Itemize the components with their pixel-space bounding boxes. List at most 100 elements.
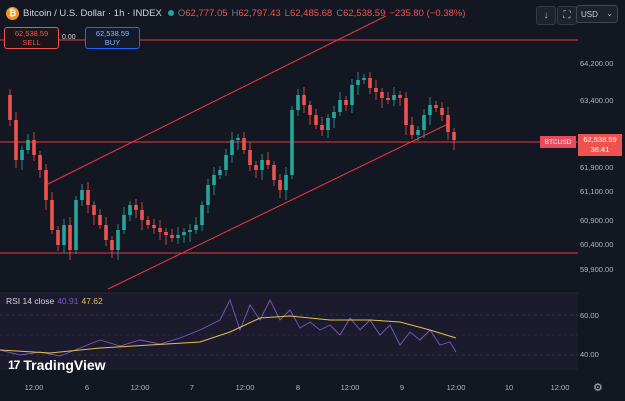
candle-body [164, 232, 168, 235]
candle-body [26, 140, 30, 150]
candle-body [110, 240, 114, 250]
candle-body [434, 105, 438, 108]
rsi-legend[interactable]: RSI 14 close 40.91 47.62 [6, 296, 103, 306]
price-axis-label: 64,200.00 [580, 59, 614, 68]
candle-body [152, 225, 156, 228]
candle-body [254, 165, 258, 170]
time-axis-label: 12:00 [446, 383, 466, 392]
candle-body [320, 125, 324, 130]
low-value: 62,485.68 [289, 7, 333, 19]
candle-body [182, 232, 186, 235]
candle-body [230, 140, 234, 155]
sell-button[interactable]: 62,538.59 SELL [4, 27, 59, 49]
candle-body [212, 175, 216, 185]
rsi-line [0, 298, 457, 357]
candle-body [86, 190, 90, 205]
candle-body [74, 200, 78, 250]
symbol-title[interactable]: Bitcoin / U.S. Dollar · 1h · INDEX [23, 7, 162, 19]
candle-body [50, 200, 54, 230]
candle-body [20, 150, 24, 160]
candle-body [284, 175, 288, 190]
candle-body [272, 165, 276, 180]
candle-body [128, 205, 132, 215]
rsi-ma-line [0, 315, 457, 354]
candle-body [176, 235, 180, 238]
rsi-pane-bg [0, 294, 578, 370]
time-axis-label: 9 [399, 383, 405, 392]
candle-body [104, 225, 108, 240]
candle-body [422, 115, 426, 130]
market-status-dot-icon [167, 10, 174, 16]
tradingview-icon: 17 [8, 358, 20, 372]
price-axis-label: 59,900.00 [580, 265, 614, 274]
currency-value: USD [581, 9, 598, 19]
candle-body [446, 115, 450, 132]
candle-body [260, 160, 264, 170]
high-label: H [231, 7, 239, 19]
time-axis-label: 7 [189, 383, 195, 392]
candle-body [302, 95, 306, 105]
rsi-ma-value: 47.62 [81, 296, 103, 306]
candle-body [398, 95, 402, 98]
currency-select[interactable]: USD ⌄ [576, 5, 618, 23]
candle-body [56, 230, 60, 245]
fullscreen-button[interactable]: ⛶ [557, 6, 577, 25]
time-axis-label: 12:00 [340, 383, 360, 392]
candle-body [134, 205, 138, 210]
spread-value: 0.00 [62, 34, 76, 41]
candle-body [248, 150, 252, 165]
gear-icon[interactable]: ⚙ [593, 382, 603, 394]
candle-body [380, 92, 384, 98]
candle-body [410, 125, 414, 135]
open-label: O [177, 7, 186, 19]
high-value: 62,797.43 [238, 7, 281, 19]
chevron-down-icon: ⌄ [606, 9, 613, 18]
candle-body [392, 95, 396, 100]
expand-icon: ⛶ [563, 10, 571, 21]
candle-body [296, 95, 300, 110]
candle-body [242, 138, 246, 150]
current-price-value: 62,538.59 [583, 135, 617, 144]
bar-countdown: 36:41 [590, 145, 610, 154]
candle-body [80, 190, 84, 200]
candle-body [32, 140, 36, 155]
candle-body [278, 180, 282, 190]
candles-group [8, 72, 456, 260]
candle-body [98, 215, 102, 225]
candle-body [38, 155, 42, 170]
time-axis-label: 12:00 [235, 383, 255, 392]
candle-body [14, 120, 18, 160]
price-axis-label: 63,400.00 [580, 96, 614, 105]
candle-body [194, 225, 198, 230]
candle-body [140, 210, 144, 220]
candle-body [266, 160, 270, 165]
time-axis-label: 12:00 [550, 383, 570, 392]
candle-body [386, 98, 390, 100]
open-value: 62,777.05 [185, 7, 228, 19]
candle-body [344, 100, 348, 105]
channel-upper-line [47, 15, 387, 185]
symbol-price-badge: BTCUSD [540, 136, 576, 148]
rsi-value: 40.91 [57, 296, 79, 306]
candle-body [440, 108, 444, 115]
sell-price: 62,538.59 [14, 29, 49, 38]
price-axis-label: 60,900.00 [580, 216, 614, 225]
candle-body [62, 225, 66, 245]
change-value: −235.80 (−0.38%) [389, 7, 466, 19]
tradingview-logo[interactable]: 17 TradingView [8, 357, 106, 373]
candle-body [428, 105, 432, 115]
price-axis-label: 61,100.00 [580, 187, 614, 196]
close-value: 62,538.59 [343, 7, 386, 19]
candle-body [362, 78, 366, 80]
candle-body [92, 205, 96, 215]
candle-body [350, 85, 354, 105]
buy-button[interactable]: 62,538.59 BUY [85, 27, 140, 49]
download-button[interactable]: ↓ [536, 6, 556, 25]
candle-body [122, 215, 126, 230]
time-axis-label: 10 [504, 383, 514, 392]
candle-body [356, 80, 360, 85]
candle-body [452, 132, 456, 140]
candle-body [368, 78, 372, 88]
